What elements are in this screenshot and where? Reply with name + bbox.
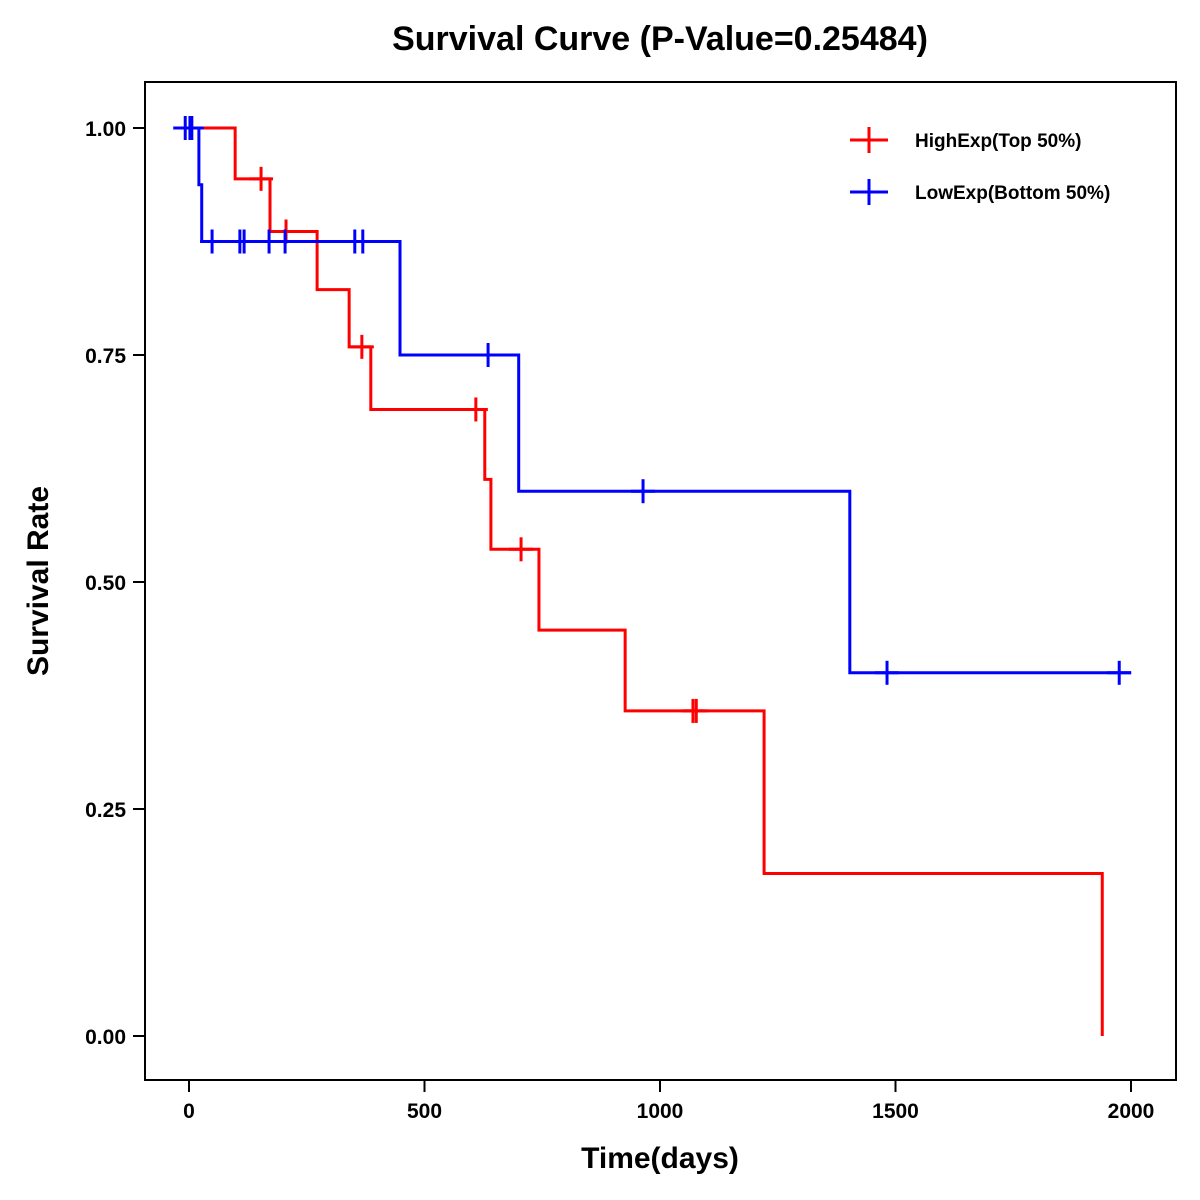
censor-mark bbox=[350, 229, 375, 254]
x-axis: 0 500 1000 1500 2000 bbox=[183, 1080, 1154, 1123]
censor-mark bbox=[179, 116, 204, 140]
censor-marks bbox=[173, 116, 1132, 723]
y-tick-label: 0.50 bbox=[85, 572, 126, 595]
x-tick-label: 0 bbox=[183, 1100, 195, 1123]
y-tick-label: 0.00 bbox=[85, 1026, 126, 1049]
legend-label: HighExp(Top 50%) bbox=[915, 131, 1081, 152]
censor-mark bbox=[631, 479, 656, 504]
censor-mark bbox=[273, 229, 298, 254]
x-axis-label: Time(days) bbox=[581, 1142, 739, 1175]
legend-item: LowExp(Bottom 50%) bbox=[850, 179, 1110, 205]
survival-curve-low bbox=[185, 126, 1131, 675]
x-tick-label: 1500 bbox=[872, 1100, 919, 1123]
y-axis-label: Survival Rate bbox=[22, 486, 55, 676]
censor-mark bbox=[249, 166, 274, 191]
censor-mark bbox=[1107, 660, 1132, 685]
x-tick-label: 2000 bbox=[1108, 1100, 1155, 1123]
censor-mark bbox=[232, 229, 257, 254]
censor-mark bbox=[476, 343, 501, 367]
y-tick-label: 0.25 bbox=[85, 799, 126, 822]
censor-mark bbox=[684, 698, 709, 723]
y-tick-label: 1.00 bbox=[85, 118, 126, 141]
y-tick-label: 0.75 bbox=[85, 345, 126, 368]
censor-mark bbox=[509, 537, 534, 562]
censor-mark bbox=[463, 397, 488, 422]
x-tick-label: 1000 bbox=[637, 1100, 684, 1123]
survival-curve-high bbox=[189, 126, 1104, 1036]
censor-mark bbox=[200, 229, 225, 254]
legend-item: HighExp(Top 50%) bbox=[850, 127, 1081, 153]
chart-title: Survival Curve (P-Value=0.25484) bbox=[392, 20, 928, 58]
censor-mark bbox=[875, 660, 900, 685]
survival-curves bbox=[185, 126, 1131, 1036]
y-axis: 0.00 0.25 0.50 0.75 1.00 bbox=[85, 118, 145, 1049]
x-tick-label: 500 bbox=[407, 1100, 442, 1123]
legend: HighExp(Top 50%) LowExp(Bottom 50%) bbox=[850, 127, 1110, 205]
legend-label: LowExp(Bottom 50%) bbox=[915, 183, 1110, 204]
censor-mark bbox=[349, 334, 374, 359]
